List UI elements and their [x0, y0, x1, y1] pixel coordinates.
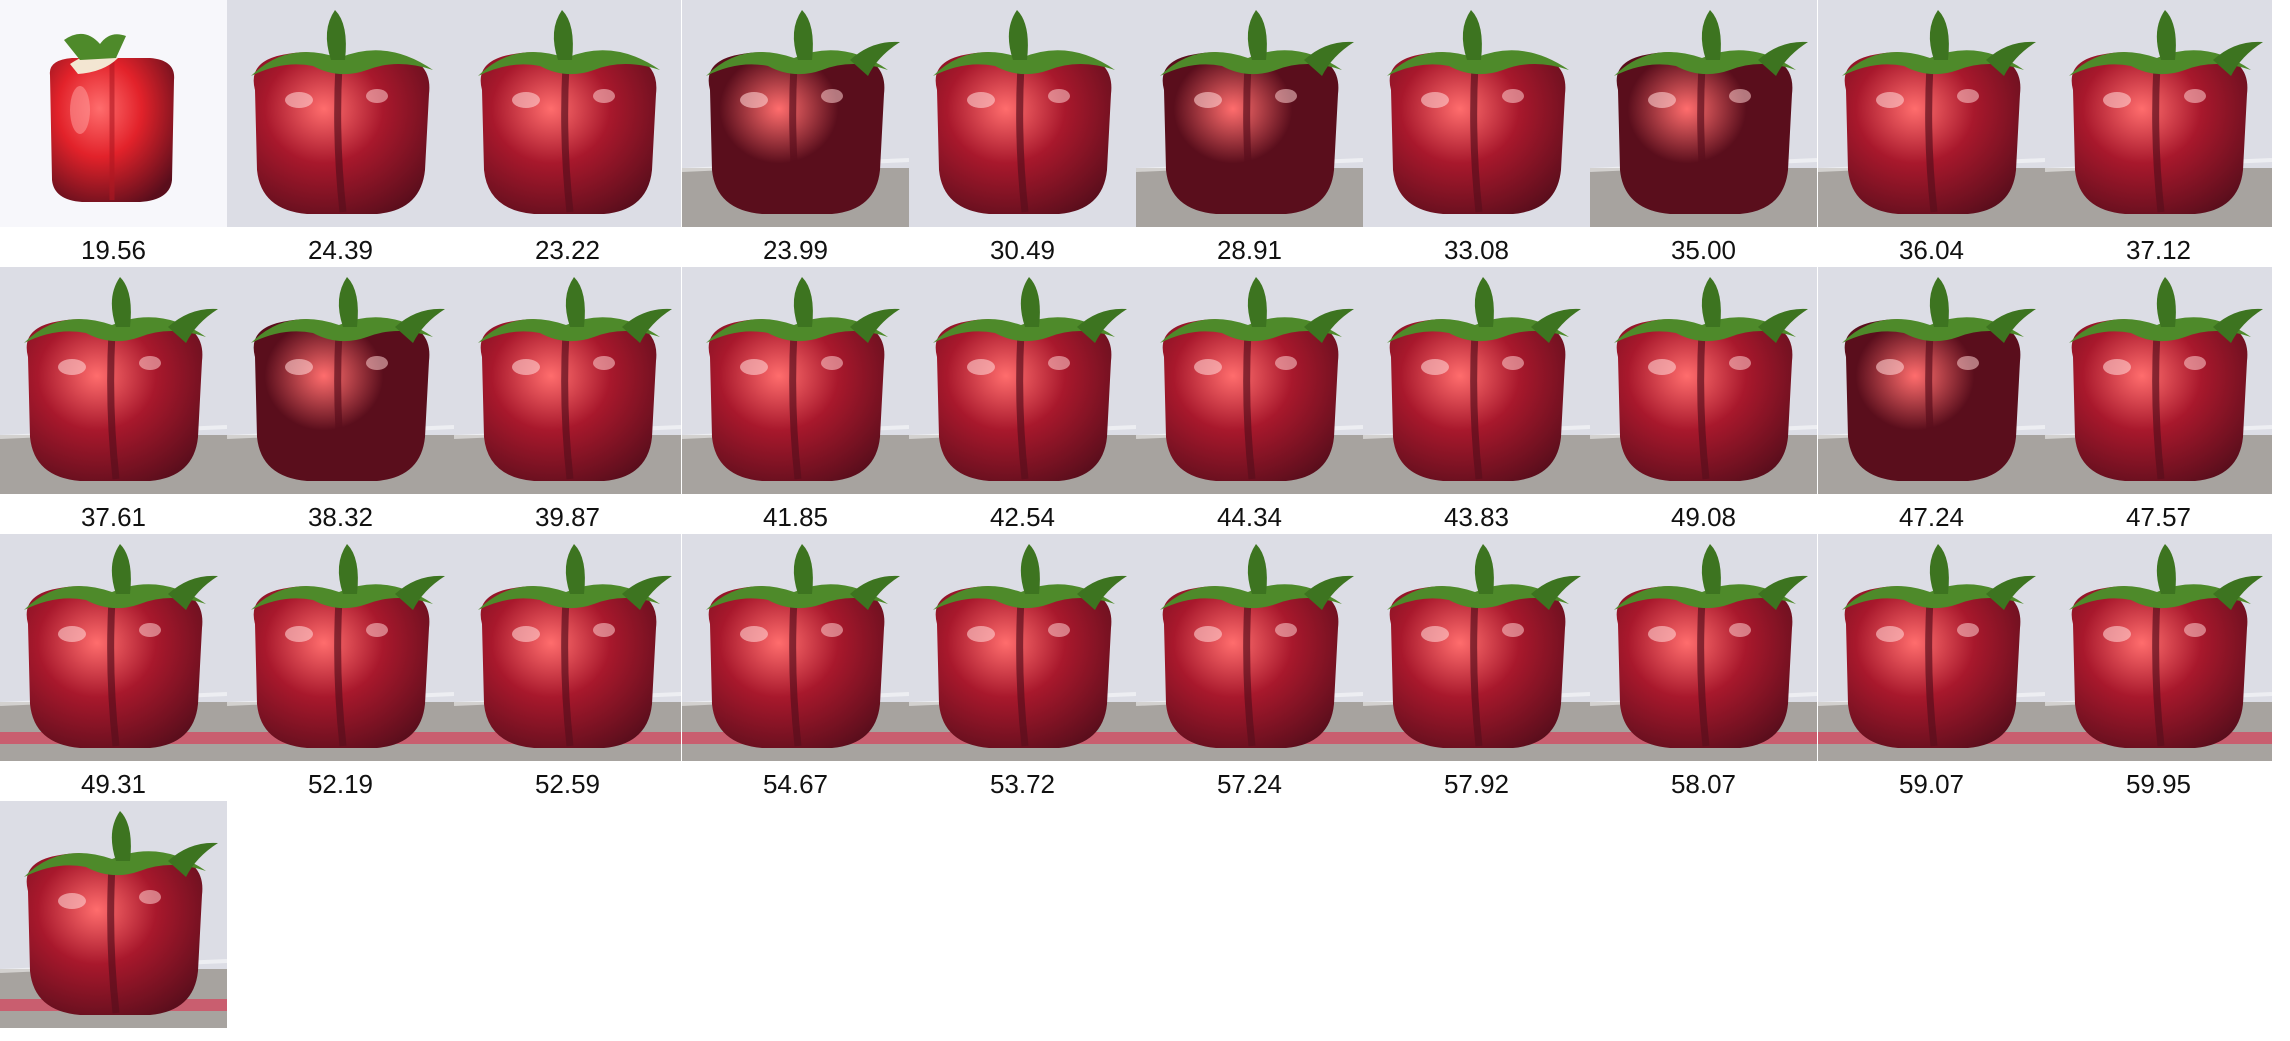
thumbnail-score-label: 58.07 — [1670, 769, 1737, 799]
thumbnail-score-label: 30.49 — [989, 235, 1056, 265]
pepper-thumbnail-image — [227, 267, 454, 494]
thumbnail-score-label: 57.24 — [1216, 769, 1283, 799]
pepper-thumbnail-image — [1136, 0, 1363, 227]
pepper-thumbnail-image — [1590, 267, 1817, 494]
thumbnail-score-label: 49.31 — [80, 769, 147, 799]
pepper-thumbnail — [909, 0, 1136, 227]
thumbnail-score-label: 47.24 — [1898, 502, 1965, 532]
pepper-thumbnail-image — [454, 534, 681, 761]
pepper-thumbnail — [454, 267, 681, 494]
pepper-thumbnail-image — [1818, 534, 2045, 761]
pepper-thumbnail-image — [909, 267, 1136, 494]
pepper-thumbnail — [1818, 267, 2045, 494]
pepper-thumbnail — [2045, 267, 2272, 494]
pepper-thumbnail — [1136, 534, 1363, 761]
pepper-thumbnail-image — [2045, 0, 2272, 227]
thumbnail-score-label: 52.19 — [307, 769, 374, 799]
thumbnail-score-label: 59.07 — [1898, 769, 1965, 799]
pepper-thumbnail-image — [682, 534, 909, 761]
pepper-thumbnail — [0, 267, 227, 494]
pepper-thumbnail — [227, 0, 454, 227]
pepper-thumbnail — [1590, 534, 1817, 761]
pepper-thumbnail — [1363, 534, 1590, 761]
thumbnail-score-label: 37.61 — [80, 502, 147, 532]
pepper-thumbnail-image — [682, 267, 909, 494]
pepper-thumbnail-image — [0, 801, 227, 1028]
pepper-thumbnail-image — [909, 0, 1136, 227]
pepper-thumbnail — [1818, 0, 2045, 227]
pepper-thumbnail — [454, 534, 681, 761]
pepper-thumbnail — [1136, 267, 1363, 494]
pepper-thumbnail — [682, 534, 909, 761]
pepper-thumbnail-image — [1136, 267, 1363, 494]
pepper-thumbnail-image — [1363, 267, 1590, 494]
pepper-thumbnail-image — [1363, 534, 1590, 761]
pepper-thumbnail-image — [227, 0, 454, 227]
pepper-thumbnail — [2045, 0, 2272, 227]
pepper-thumbnail — [2045, 534, 2272, 761]
thumbnail-score-label: 36.04 — [1898, 235, 1965, 265]
pepper-thumbnail-image — [0, 534, 227, 761]
thumbnail-score-label: 23.22 — [534, 235, 601, 265]
thumbnail-score-label: 42.54 — [989, 502, 1056, 532]
pepper-thumbnail — [227, 267, 454, 494]
thumbnail-score-label: 24.39 — [307, 235, 374, 265]
pepper-thumbnail — [1363, 267, 1590, 494]
pepper-thumbnail-image — [0, 267, 227, 494]
thumbnail-score-label: 59.95 — [2125, 769, 2192, 799]
pepper-thumbnail — [0, 801, 227, 1028]
thumbnail-score-label: 53.72 — [989, 769, 1056, 799]
thumbnail-score-label: 23.99 — [762, 235, 829, 265]
pepper-thumbnail-image — [227, 534, 454, 761]
thumbnail-score-label: 43.83 — [1443, 502, 1510, 532]
pepper-thumbnail — [454, 0, 681, 227]
thumbnail-score-label: 57.92 — [1443, 769, 1510, 799]
pepper-thumbnail-image — [682, 0, 909, 227]
pepper-thumbnail — [909, 267, 1136, 494]
pepper-thumbnail — [0, 534, 227, 761]
pepper-thumbnail — [1818, 534, 2045, 761]
pepper-thumbnail-image — [454, 0, 681, 227]
thumbnail-score-label: 47.57 — [2125, 502, 2192, 532]
thumbnail-score-label: 28.91 — [1216, 235, 1283, 265]
thumbnail-score-label: 41.85 — [762, 502, 829, 532]
thumbnail-score-label: 52.59 — [534, 769, 601, 799]
thumbnail-score-label: 49.08 — [1670, 502, 1737, 532]
pepper-thumbnail — [909, 534, 1136, 761]
pepper-thumbnail-image — [909, 534, 1136, 761]
pepper-thumbnail — [682, 0, 909, 227]
pepper-thumbnail — [227, 534, 454, 761]
pepper-thumbnail-image — [1363, 0, 1590, 227]
thumbnail-score-label: 39.87 — [534, 502, 601, 532]
pepper-thumbnail-image — [1818, 0, 2045, 227]
thumbnail-score-label: 19.56 — [80, 235, 147, 265]
thumbnail-score-label: 44.34 — [1216, 502, 1283, 532]
thumbnail-score-label: 54.67 — [762, 769, 829, 799]
pepper-thumbnail — [682, 267, 909, 494]
pepper-thumbnail-image — [0, 0, 227, 227]
pepper-thumbnail — [1590, 0, 1817, 227]
pepper-thumbnail — [0, 0, 227, 227]
thumbnail-score-label: 38.32 — [307, 502, 374, 532]
pepper-thumbnail — [1363, 0, 1590, 227]
pepper-thumbnail-image — [1136, 534, 1363, 761]
thumbnail-score-label: 37.12 — [2125, 235, 2192, 265]
pepper-thumbnail-image — [454, 267, 681, 494]
pepper-thumbnail — [1590, 267, 1817, 494]
pepper-thumbnail-image — [1590, 0, 1817, 227]
pepper-thumbnail — [1136, 0, 1363, 227]
pepper-thumbnail-image — [1590, 534, 1817, 761]
thumbnail-score-label: 33.08 — [1443, 235, 1510, 265]
pepper-thumbnail-image — [1818, 267, 2045, 494]
thumbnail-score-label: 35.00 — [1670, 235, 1737, 265]
pepper-thumbnail-image — [2045, 534, 2272, 761]
pepper-thumbnail-image — [2045, 267, 2272, 494]
